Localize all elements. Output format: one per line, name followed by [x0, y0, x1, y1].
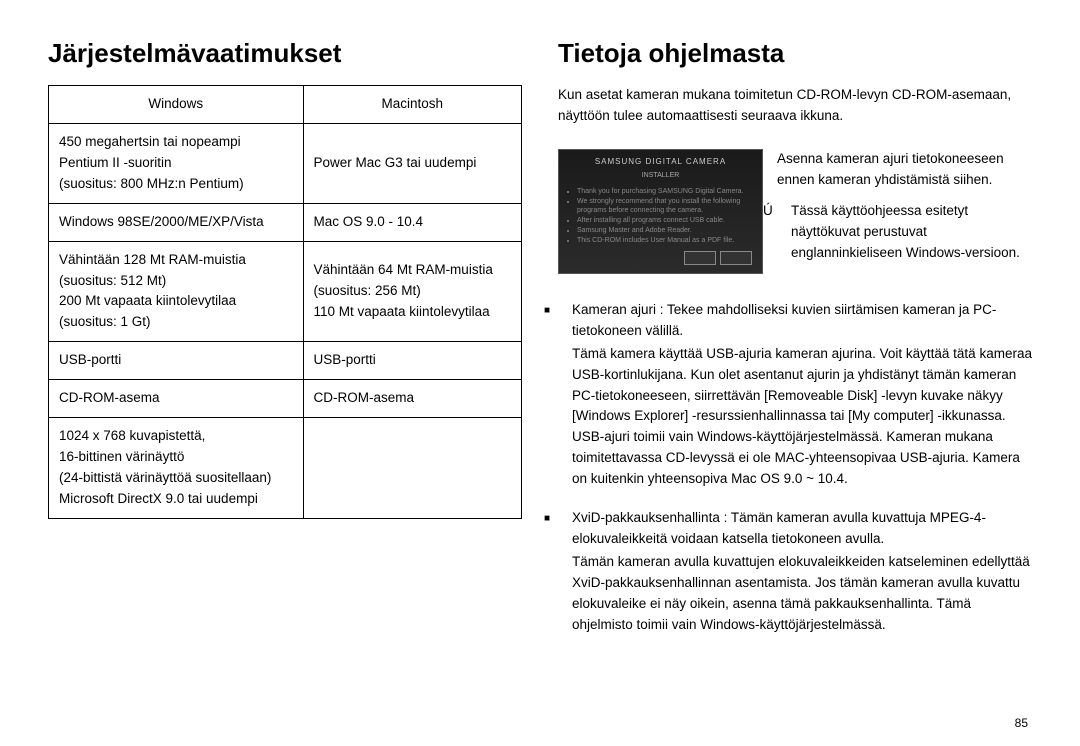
table-cell: Vähintään 64 Mt RAM-muistia (suositus: 2… [303, 241, 522, 342]
note-body: Tässä käyttöohjeessa esitetyt näyttökuva… [791, 203, 1020, 260]
item-heading: XviD-pakkauksenhallinta : Tämän kameran … [558, 508, 1032, 550]
page-number: 85 [1015, 716, 1028, 730]
installer-screenshot: SAMSUNG DIGITAL CAMERA INSTALLER Thank y… [558, 149, 763, 274]
requirements-tbody: 450 megahertsin tai nopeampi Pentium II … [49, 123, 522, 518]
item-body: Tämä kamera käyttää USB-ajuria kameran a… [558, 344, 1032, 490]
square-bullet-icon [558, 508, 572, 529]
list-item: Kameran ajuri : Tekee mahdolliseksi kuvi… [558, 300, 1032, 490]
col-header-windows: Windows [49, 86, 304, 124]
installer-sub: INSTALLER [567, 171, 754, 181]
table-cell [303, 418, 522, 519]
installer-install-button [684, 251, 716, 265]
installer-brand: SAMSUNG DIGITAL CAMERA [567, 156, 754, 167]
table-cell: Mac OS 9.0 - 10.4 [303, 203, 522, 241]
table-cell: 1024 x 768 kuvapistettä, 16-bittinen vär… [49, 418, 304, 519]
table-cell: Windows 98SE/2000/ME/XP/Vista [49, 203, 304, 241]
requirements-table: Windows Macintosh 450 megahertsin tai no… [48, 85, 522, 519]
installer-bullet: Thank you for purchasing SAMSUNG Digital… [577, 187, 754, 197]
installer-bullet: Samsung Master and Adobe Reader. [577, 226, 754, 236]
right-heading: Tietoja ohjelmasta [558, 38, 1032, 69]
table-cell: Vähintään 128 Mt RAM-muistia (suositus: … [49, 241, 304, 342]
square-bullet-icon [558, 300, 572, 321]
list-item: XviD-pakkauksenhallinta : Tämän kameran … [558, 508, 1032, 636]
table-cell: USB-portti [49, 342, 304, 380]
table-cell: 450 megahertsin tai nopeampi Pentium II … [49, 123, 304, 203]
install-instruction: Asenna kameran ajuri tietokoneeseen enne… [777, 149, 1032, 191]
col-header-macintosh: Macintosh [303, 86, 522, 124]
items-list: Kameran ajuri : Tekee mahdolliseksi kuvi… [558, 300, 1032, 654]
item-body: Tämän kameran avulla kuvattujen elokuval… [558, 552, 1032, 636]
note-marker: Ú [777, 201, 791, 222]
item-heading: Kameran ajuri : Tekee mahdolliseksi kuvi… [558, 300, 1032, 342]
left-heading: Järjestelmävaatimukset [48, 38, 522, 69]
installer-bullet: After installing all programs connect US… [577, 216, 754, 226]
installer-bullets: Thank you for purchasing SAMSUNG Digital… [567, 187, 754, 246]
table-cell: Power Mac G3 tai uudempi [303, 123, 522, 203]
intro-text: Kun asetat kameran mukana toimitetun CD-… [558, 85, 1032, 127]
installer-bullet: We strongly recommend that you install t… [577, 197, 754, 217]
installer-cancel-button [720, 251, 752, 265]
note-text: ÚTässä käyttöohjeessa esitetyt näyttökuv… [777, 201, 1032, 264]
table-cell: USB-portti [303, 342, 522, 380]
table-cell: CD-ROM-asema [303, 380, 522, 418]
table-cell: CD-ROM-asema [49, 380, 304, 418]
installer-bullet: This CD-ROM includes User Manual as a PD… [577, 236, 754, 246]
